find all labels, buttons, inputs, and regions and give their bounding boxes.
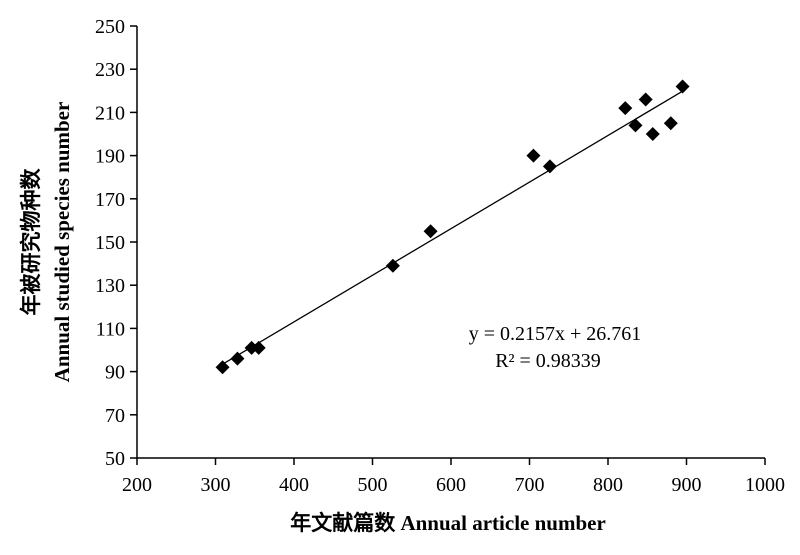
data-point <box>542 159 557 174</box>
r-squared-label: R² = 0.98339 <box>495 350 601 372</box>
data-point <box>385 258 400 273</box>
y-tick-label: 250 <box>95 16 125 38</box>
data-point <box>244 340 259 355</box>
trendline <box>222 90 683 365</box>
data-point <box>251 340 266 355</box>
data-point <box>675 79 690 94</box>
y-tick-label: 110 <box>96 318 125 340</box>
y-tick-label: 50 <box>105 448 125 470</box>
data-points <box>215 79 690 375</box>
trendline-equation: y = 0.2157x + 26.761 <box>469 323 642 345</box>
data-point <box>526 148 541 163</box>
data-point <box>628 118 643 133</box>
x-tick-label: 900 <box>672 474 702 496</box>
data-point <box>645 127 660 141</box>
x-tick-label: 500 <box>358 474 388 496</box>
data-point <box>663 116 678 131</box>
x-axis-title: 年文献篇数 Annual article number <box>290 511 606 535</box>
x-tick-label: 700 <box>515 474 545 496</box>
plot-area: 200 300 400 500 600 700 800 900 1000 50 70 90 110 13… <box>95 16 785 496</box>
x-tick-label: 200 <box>122 474 152 496</box>
y-tick-label: 170 <box>95 189 125 211</box>
y-tick-label: 90 <box>105 362 125 384</box>
y-ticks: 50 70 90 110 130 150 170 190 210 230 250 <box>95 16 137 470</box>
x-tick-label: 800 <box>593 474 623 496</box>
y-tick-label: 190 <box>95 146 125 168</box>
y-tick-label: 130 <box>95 275 125 297</box>
y-axis-title: 年被研究物种数 Annual studied species number <box>19 102 74 383</box>
data-point <box>638 92 653 107</box>
data-point <box>423 224 438 239</box>
y-tick-label: 210 <box>95 102 125 124</box>
y-tick-label: 70 <box>105 405 125 427</box>
data-point <box>618 101 633 116</box>
x-tick-label: 1000 <box>745 474 785 496</box>
x-ticks: 200 300 400 500 600 700 800 900 1000 <box>122 458 785 496</box>
y-axis-title-english: Annual studied species number <box>50 102 74 383</box>
y-axis-title-chinese: 年被研究物种数 <box>19 168 43 316</box>
x-tick-label: 400 <box>279 474 309 496</box>
y-tick-label: 150 <box>95 232 125 254</box>
data-point <box>215 360 230 375</box>
x-tick-label: 300 <box>201 474 231 496</box>
x-tick-label: 600 <box>436 474 466 496</box>
y-tick-label: 230 <box>95 59 125 81</box>
data-point <box>230 351 245 366</box>
